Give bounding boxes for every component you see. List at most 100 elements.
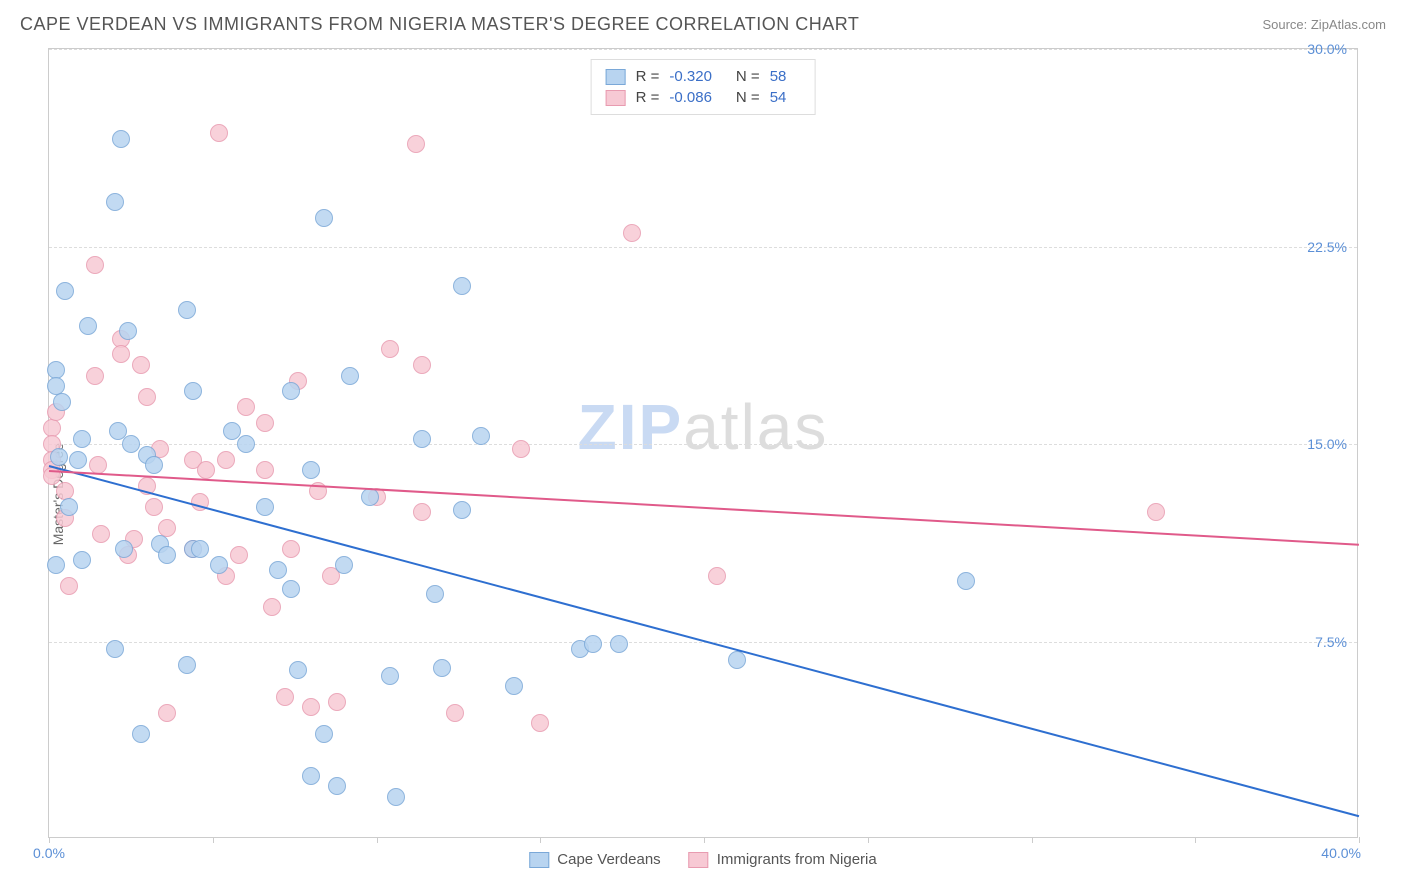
legend-swatch: [689, 852, 709, 868]
scatter-point: [86, 367, 104, 385]
scatter-point: [957, 572, 975, 590]
source-label: Source: ZipAtlas.com: [1262, 17, 1386, 32]
legend-label: Immigrants from Nigeria: [717, 851, 877, 868]
scatter-point: [178, 301, 196, 319]
stat-label: N =: [736, 89, 760, 106]
scatter-point: [122, 435, 140, 453]
scatter-point: [60, 577, 78, 595]
scatter-point: [184, 382, 202, 400]
scatter-point: [328, 777, 346, 795]
scatter-point: [197, 461, 215, 479]
legend-swatch: [606, 69, 626, 85]
stat-value-n: 54: [770, 89, 787, 106]
plot-area: ZIPatlas R =-0.320N =58R =-0.086N =54 7.…: [48, 48, 1358, 838]
scatter-point: [446, 704, 464, 722]
scatter-point: [256, 498, 274, 516]
xtick-mark: [1032, 837, 1033, 843]
scatter-point: [115, 540, 133, 558]
scatter-point: [413, 430, 431, 448]
scatter-point: [387, 788, 405, 806]
scatter-point: [112, 130, 130, 148]
scatter-point: [276, 688, 294, 706]
xtick-mark: [1359, 837, 1360, 843]
xtick-mark: [540, 837, 541, 843]
xtick-mark: [868, 837, 869, 843]
scatter-point: [217, 451, 235, 469]
ytick-label: 15.0%: [1307, 436, 1347, 452]
xtick-mark: [49, 837, 50, 843]
scatter-point: [73, 551, 91, 569]
scatter-point: [56, 282, 74, 300]
scatter-point: [237, 435, 255, 453]
ytick-label: 22.5%: [1307, 239, 1347, 255]
xtick-mark: [704, 837, 705, 843]
scatter-point: [132, 356, 150, 374]
scatter-point: [106, 193, 124, 211]
stat-value-r: -0.086: [669, 89, 712, 106]
scatter-point: [623, 224, 641, 242]
scatter-point: [145, 498, 163, 516]
scatter-point: [132, 725, 150, 743]
header: CAPE VERDEAN VS IMMIGRANTS FROM NIGERIA …: [0, 0, 1406, 41]
legend-swatch: [606, 90, 626, 106]
legend-label: Cape Verdeans: [557, 851, 660, 868]
xtick-mark: [213, 837, 214, 843]
scatter-point: [237, 398, 255, 416]
scatter-point: [328, 693, 346, 711]
legend-stats: R = -0.320 N = 58 R = -0.086 N = 54: [591, 59, 816, 115]
scatter-point: [505, 677, 523, 695]
gridline-h: [49, 49, 1357, 50]
scatter-point: [381, 340, 399, 358]
scatter-point: [210, 556, 228, 574]
scatter-point: [302, 461, 320, 479]
scatter-point: [453, 277, 471, 295]
scatter-point: [60, 498, 78, 516]
scatter-point: [191, 540, 209, 558]
scatter-point: [256, 461, 274, 479]
scatter-point: [73, 430, 91, 448]
scatter-point: [289, 661, 307, 679]
ytick-label: 30.0%: [1307, 41, 1347, 57]
scatter-point: [315, 725, 333, 743]
scatter-point: [79, 317, 97, 335]
stat-label: R =: [636, 89, 660, 106]
scatter-point: [282, 580, 300, 598]
watermark-zip: ZIP: [578, 391, 684, 463]
scatter-point: [119, 322, 137, 340]
stat-value-n: 58: [770, 68, 787, 85]
scatter-point: [341, 367, 359, 385]
scatter-point: [53, 393, 71, 411]
gridline-h: [49, 247, 1357, 248]
scatter-point: [381, 667, 399, 685]
legend-stat-row: R = -0.086 N = 54: [606, 87, 801, 108]
scatter-point: [210, 124, 228, 142]
scatter-point: [47, 556, 65, 574]
scatter-point: [86, 256, 104, 274]
stat-label: N =: [736, 68, 760, 85]
legend-item: Cape Verdeans: [529, 851, 660, 868]
scatter-point: [158, 546, 176, 564]
scatter-point: [282, 382, 300, 400]
scatter-point: [315, 209, 333, 227]
scatter-point: [512, 440, 530, 458]
xtick-label: 0.0%: [33, 845, 65, 861]
scatter-point: [335, 556, 353, 574]
chart-title: CAPE VERDEAN VS IMMIGRANTS FROM NIGERIA …: [20, 14, 859, 35]
legend-stat-row: R =-0.320N =58: [606, 66, 801, 87]
scatter-point: [453, 501, 471, 519]
scatter-point: [145, 456, 163, 474]
scatter-point: [230, 546, 248, 564]
scatter-point: [50, 448, 68, 466]
scatter-point: [302, 698, 320, 716]
scatter-point: [433, 659, 451, 677]
stat-value-r: -0.320: [669, 68, 712, 85]
scatter-point: [728, 651, 746, 669]
scatter-point: [92, 525, 110, 543]
xtick-mark: [377, 837, 378, 843]
xtick-mark: [1195, 837, 1196, 843]
watermark-atlas: atlas: [683, 391, 828, 463]
scatter-point: [69, 451, 87, 469]
scatter-point: [472, 427, 490, 445]
scatter-point: [413, 356, 431, 374]
scatter-point: [610, 635, 628, 653]
